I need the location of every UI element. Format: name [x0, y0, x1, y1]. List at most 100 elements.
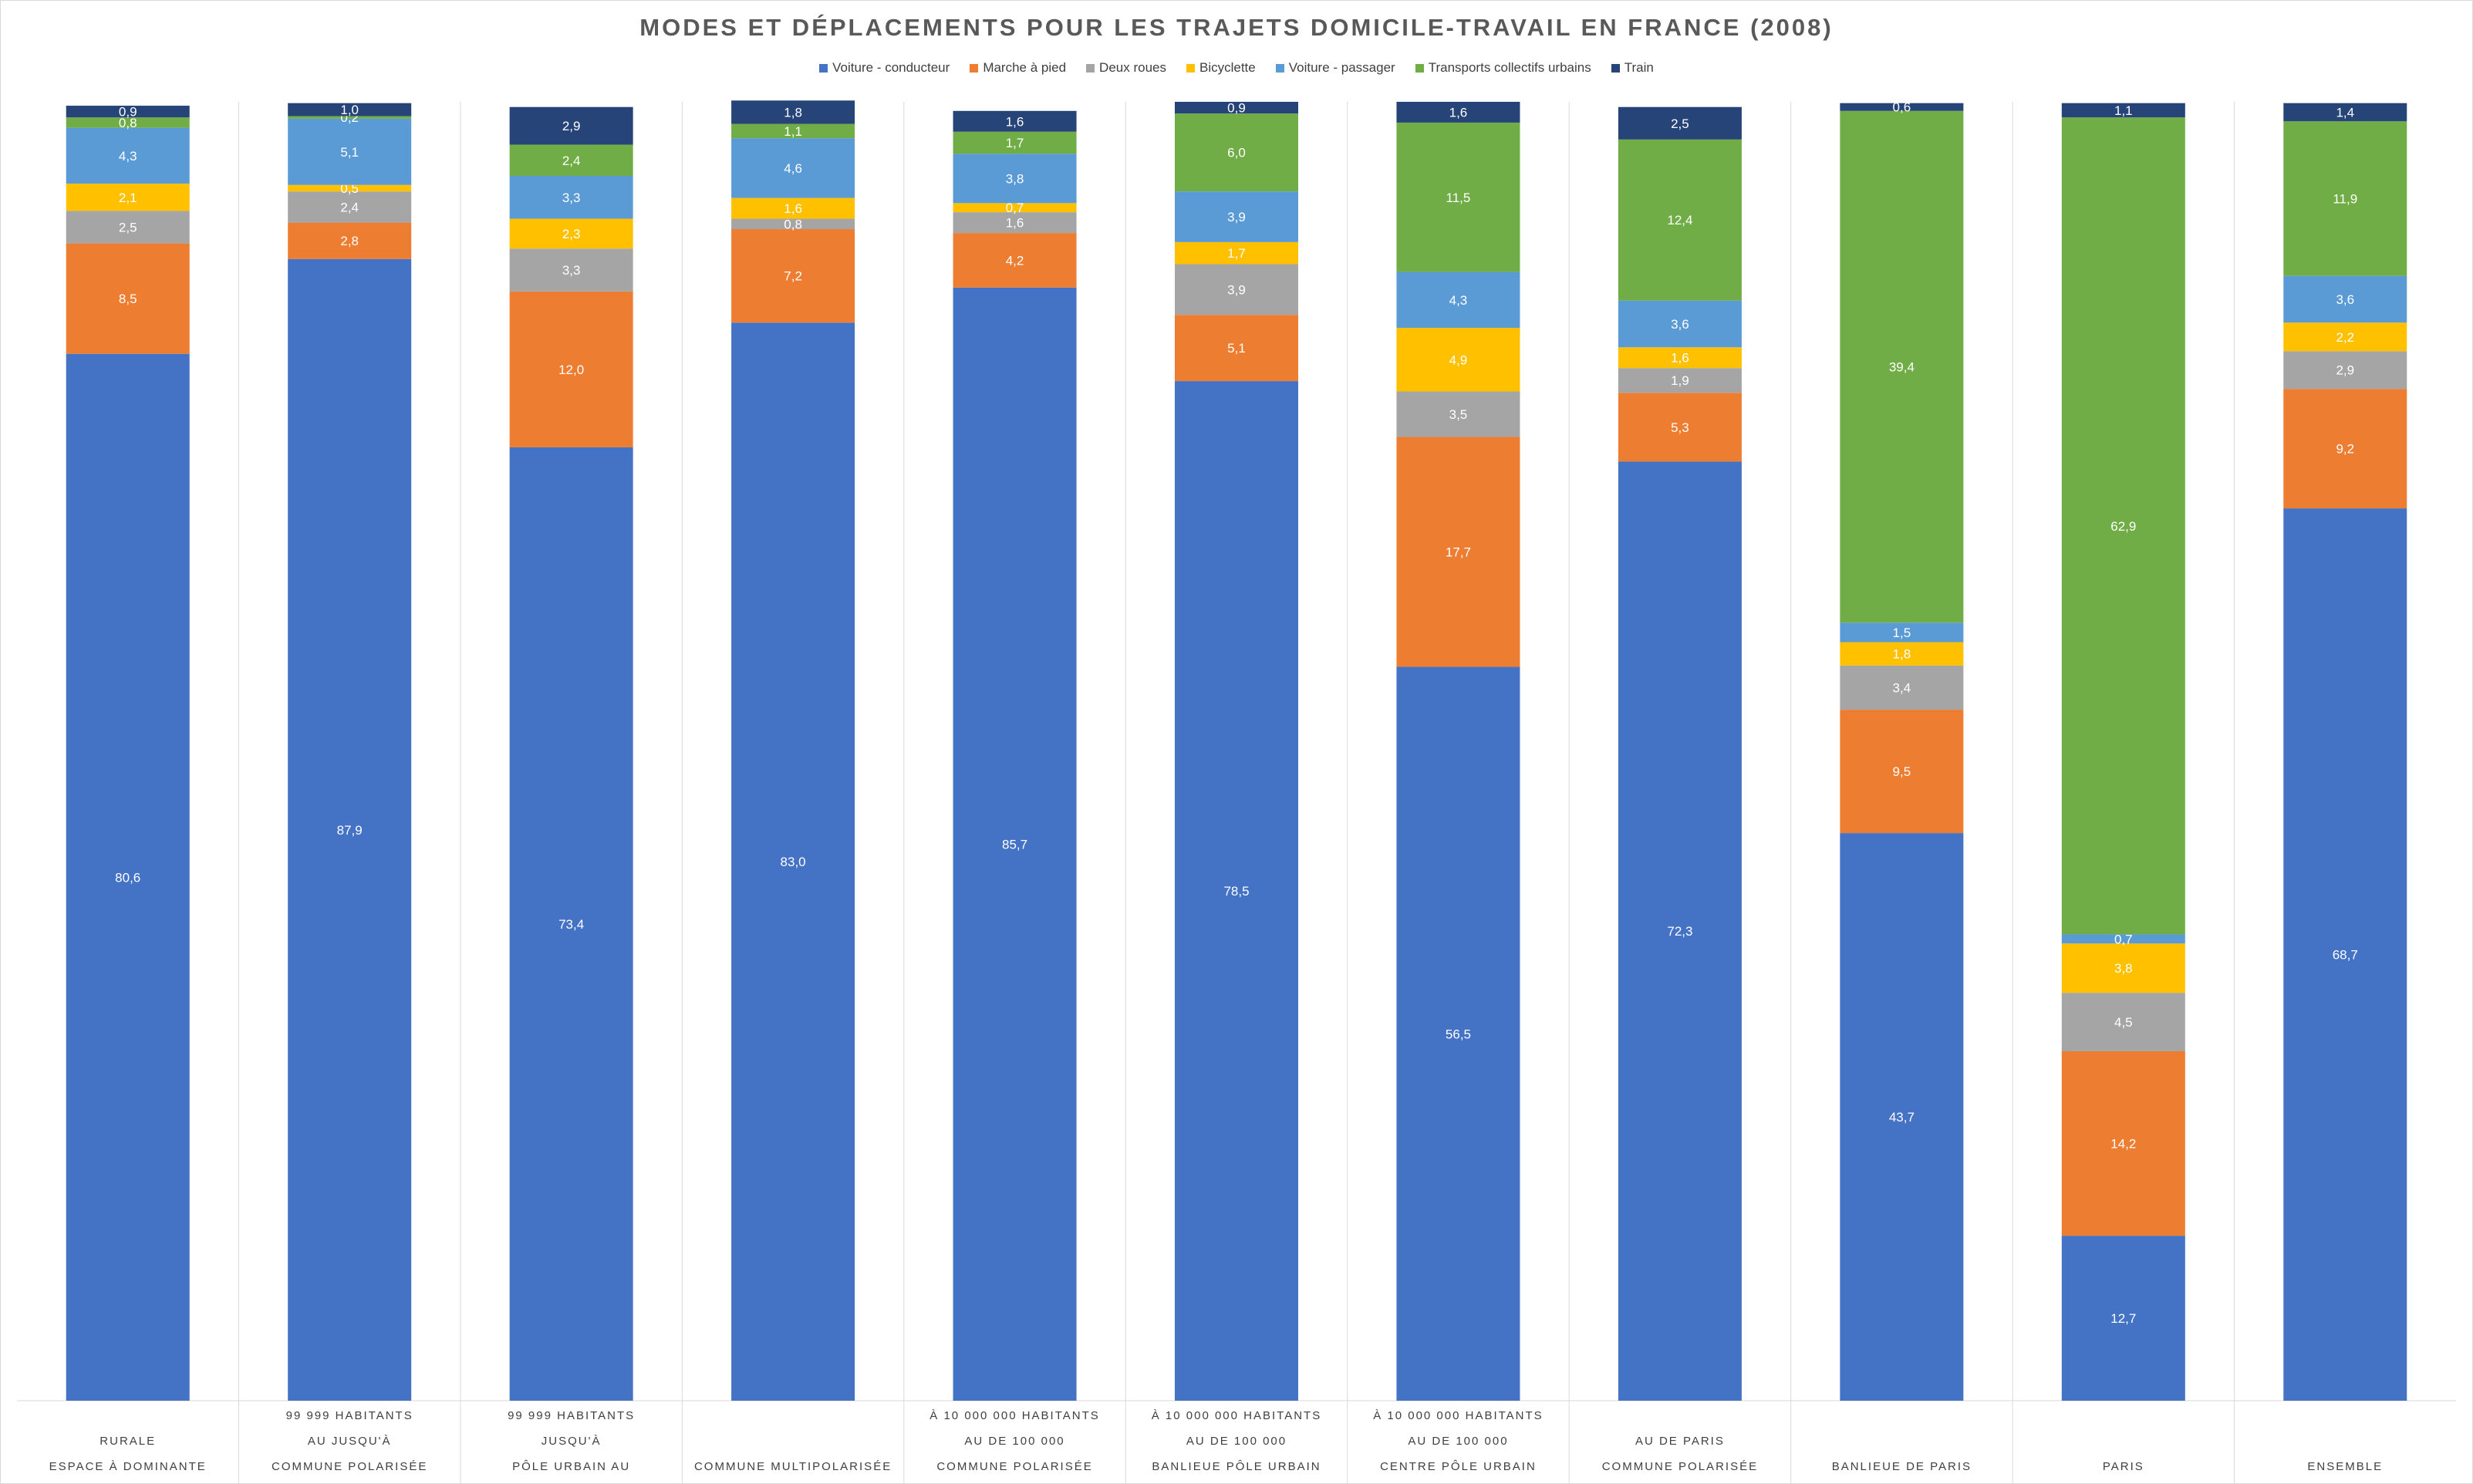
data-label: 4,2: [1006, 253, 1024, 268]
category-label: À 10 000 000 HABITANTS: [1152, 1409, 1321, 1422]
legend-item: Marche à pied: [970, 60, 1066, 76]
data-label: 3,6: [1671, 317, 1689, 332]
category-label: BANLIEUE DE PARIS: [1832, 1460, 1972, 1473]
category-label: ENSEMBLE: [2307, 1460, 2383, 1473]
data-label: 6,0: [1227, 146, 1246, 160]
bar-segment: [66, 243, 190, 354]
bar-segment: [1396, 666, 1520, 1401]
bar-segment: [1840, 665, 1964, 710]
data-label: 17,7: [1446, 545, 1471, 560]
bar-segment: [2283, 322, 2407, 352]
legend-swatch: [1086, 63, 1095, 73]
data-label: 1,7: [1227, 246, 1246, 261]
legend-label: Transports collectifs urbains: [1428, 60, 1591, 75]
bar-segment: [288, 184, 412, 192]
legend-item: Bicyclette: [1186, 60, 1256, 76]
data-label: 3,5: [1449, 407, 1468, 422]
bar-segment: [1840, 642, 1964, 666]
data-label: 2,9: [2336, 363, 2354, 378]
bar-segment: [66, 211, 190, 244]
data-label: 3,3: [562, 191, 581, 205]
data-label: 3,8: [1006, 171, 1024, 186]
data-label: 0,7: [1006, 201, 1024, 215]
data-label: 3,6: [2336, 292, 2354, 307]
data-label: 39,4: [1889, 360, 1915, 375]
data-label: 5,3: [1671, 420, 1689, 435]
data-label: 5,1: [340, 145, 359, 160]
category-label: AU DE 100 000: [964, 1435, 1064, 1448]
bar-segment: [2061, 1236, 2185, 1401]
bar-segment: [1175, 381, 1298, 1401]
data-label: 9,5: [1893, 764, 1911, 779]
category-label: BANLIEUE PÔLE URBAIN: [1152, 1460, 1321, 1473]
data-label: 12,0: [558, 363, 584, 377]
data-label: 11,5: [1446, 191, 1471, 205]
data-label: 80,6: [115, 870, 140, 885]
category-label: JUSQU'À: [541, 1435, 602, 1448]
data-label: 3,3: [562, 263, 581, 278]
legend-item: Transports collectifs urbains: [1415, 60, 1591, 76]
bar-segment: [1840, 710, 1964, 834]
bar-segment: [1840, 110, 1964, 623]
bar-segment: [2061, 1051, 2185, 1236]
data-label: 1,5: [1893, 626, 1911, 640]
data-label: 0,8: [119, 116, 137, 130]
data-label: 1,0: [340, 103, 359, 117]
data-label: 1,8: [784, 105, 802, 120]
data-label: 1,6: [1006, 114, 1024, 129]
category-label: À 10 000 000 HABITANTS: [1373, 1409, 1543, 1422]
data-label: 7,2: [784, 269, 802, 284]
bar-segment: [731, 197, 855, 219]
data-label: 11,9: [2333, 191, 2357, 206]
bar-segment: [1396, 328, 1520, 392]
bar-segment: [1618, 461, 1742, 1401]
data-label: 4,6: [784, 161, 802, 176]
data-label: 2,1: [119, 191, 137, 205]
data-label: 5,1: [1227, 341, 1246, 356]
bar-segment: [66, 106, 190, 118]
data-label: 4,3: [1449, 293, 1468, 308]
legend-label: Deux roues: [1099, 60, 1166, 75]
bar-segment: [66, 353, 190, 1401]
bar-segment: [509, 175, 633, 219]
data-label: 78,5: [1223, 884, 1249, 899]
bar-segment: [2283, 389, 2407, 509]
data-label: 3,9: [1227, 282, 1246, 297]
bar-segment: [2061, 117, 2185, 935]
bar-segment: [1396, 391, 1520, 437]
category-label: À 10 000 000 HABITANTS: [929, 1409, 1099, 1422]
data-label: 1,4: [2336, 105, 2354, 120]
data-label: 1,7: [1006, 136, 1024, 150]
bar-segment: [953, 110, 1077, 132]
bar-segment: [2061, 103, 2185, 118]
bar-segment: [731, 322, 855, 1401]
legend-swatch: [819, 63, 828, 73]
bar-segment: [509, 248, 633, 292]
bar-segment: [1396, 122, 1520, 272]
category-label: COMMUNE POLARISÉE: [272, 1460, 427, 1473]
bar-segment: [288, 118, 412, 185]
data-label: 0,8: [784, 217, 802, 231]
bar-segment: [288, 222, 412, 259]
legend: Voiture - conducteur Marche à pied Deux ro…: [0, 60, 2473, 76]
data-label: 4,9: [1449, 352, 1468, 367]
category-label: 99 999 HABITANTS: [508, 1409, 635, 1422]
bar-segment: [1618, 347, 1742, 369]
data-label: 62,9: [2110, 519, 2136, 534]
legend-label: Marche à pied: [983, 60, 1067, 75]
data-label: 43,7: [1889, 1110, 1915, 1125]
bar-segment: [509, 106, 633, 145]
bar-segment: [1175, 113, 1298, 192]
bar-segment: [731, 123, 855, 139]
data-label: 68,7: [2333, 948, 2358, 963]
bar-segment: [2283, 351, 2407, 390]
data-label: 1,6: [784, 201, 802, 216]
bar-segment: [1396, 437, 1520, 667]
bar-segment: [1618, 106, 1742, 140]
legend-swatch: [970, 63, 979, 73]
bar-segment: [2283, 275, 2407, 323]
data-label: 8,5: [119, 292, 137, 306]
bar-segment: [509, 218, 633, 249]
bar-segment: [2283, 508, 2407, 1401]
data-label: 2,2: [2336, 330, 2354, 345]
